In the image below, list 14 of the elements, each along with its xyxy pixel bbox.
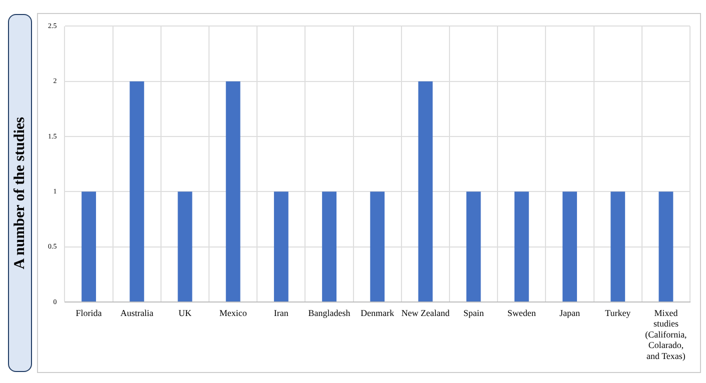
x-tick-label: Denmark — [360, 308, 395, 318]
x-tick-label: Sweden — [507, 308, 536, 318]
x-tick-label: Iran — [274, 308, 289, 318]
x-tick-label: Australia — [120, 308, 154, 318]
x-tick-label: Mixed studies (California, Colarado, and Texas) — [645, 308, 687, 361]
x-tick-label: Bangladesh — [308, 308, 351, 318]
x-tick-label: Turkey — [605, 308, 632, 318]
x-tick-label: Mexico — [219, 308, 248, 318]
x-tick-label: Florida — [76, 308, 102, 318]
y-axis-title: A number of the studies — [12, 116, 28, 270]
x-tick-label: Spain — [463, 308, 484, 318]
x-tick-label: Japan — [560, 308, 580, 318]
x-tick-label: UK — [178, 308, 192, 318]
x-tick-label: New Zealand — [401, 308, 450, 318]
